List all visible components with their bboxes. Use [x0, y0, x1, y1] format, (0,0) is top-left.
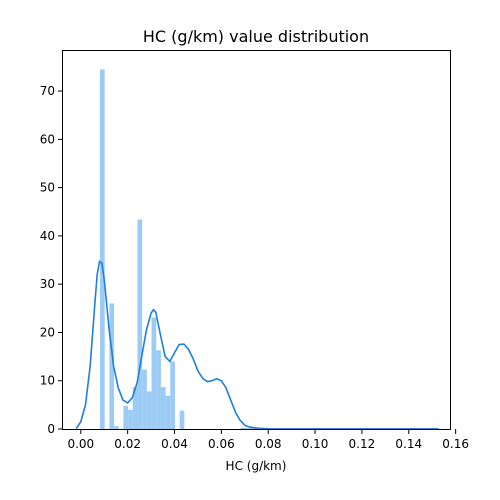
histogram-bars	[100, 69, 438, 430]
x-tick-label: 0.04	[161, 437, 188, 451]
histogram-bar	[100, 69, 105, 430]
y-tick-label: 50	[40, 181, 55, 195]
x-axis-ticks: 0.00 0.02 0.04 0.06 0.08 0.10 0.12 0.14 0.16	[67, 429, 469, 451]
histogram-bar	[160, 387, 166, 429]
histogram-bar	[156, 350, 161, 429]
x-tick-label: 0.00	[67, 437, 94, 451]
x-tick-label: 0.08	[255, 437, 282, 451]
x-tick-label: 0.12	[349, 437, 376, 451]
y-tick-label: 40	[40, 229, 55, 243]
kde-curve	[75, 260, 440, 430]
y-axis-ticks: 0 10 20 30 40 50 60 70	[40, 84, 63, 436]
histogram-bar	[146, 391, 152, 429]
y-tick-label: 60	[40, 132, 55, 146]
chart-title: HC (g/km) value distribution	[143, 27, 369, 46]
histogram-bar	[151, 317, 157, 429]
histogram-bar	[179, 410, 185, 429]
histogram-bar	[137, 219, 143, 429]
histogram-bar	[114, 426, 119, 429]
histogram-bar	[132, 387, 138, 429]
y-tick-label: 10	[40, 374, 55, 388]
x-tick-label: 0.10	[302, 437, 329, 451]
y-tick-label: 0	[47, 422, 55, 436]
x-tick-label: 0.06	[208, 437, 235, 451]
y-tick-label: 30	[40, 277, 55, 291]
x-tick-label: 0.14	[395, 437, 422, 451]
plot-frame	[62, 50, 451, 430]
x-tick-label: 0.16	[442, 437, 469, 451]
y-tick-label: 20	[40, 325, 55, 339]
histogram-bar	[142, 369, 147, 429]
x-axis-label: HC (g/km)	[226, 459, 287, 473]
x-tick-label: 0.02	[114, 437, 141, 451]
histogram-bar	[109, 303, 115, 429]
histogram-bar	[170, 361, 175, 429]
histogram-bar	[165, 395, 171, 429]
y-tick-label: 70	[40, 84, 55, 98]
histogram-bar	[128, 409, 133, 429]
histogram-bar	[123, 405, 129, 429]
